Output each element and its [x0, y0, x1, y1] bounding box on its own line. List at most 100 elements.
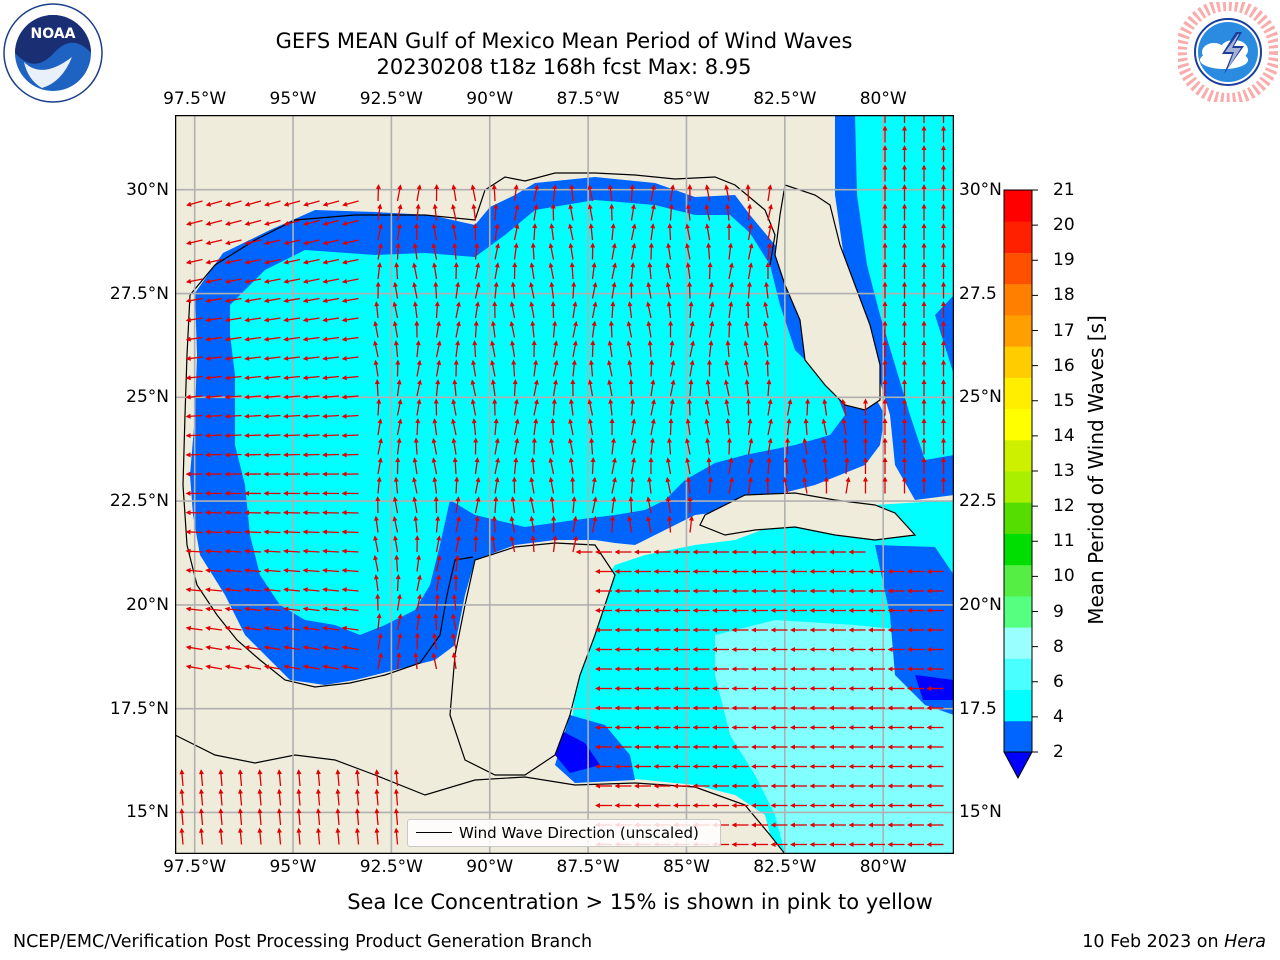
wind-wave-arrow [767, 184, 773, 202]
wind-wave-arrow [322, 568, 340, 574]
wind-wave-arrow [224, 529, 242, 535]
wind-wave-arrow [708, 281, 714, 299]
wind-wave-arrow [205, 471, 223, 477]
wind-wave-arrow [882, 418, 888, 435]
wind-wave-arrow [653, 686, 671, 691]
wind-wave-arrow [630, 418, 637, 436]
wind-wave-arrow [765, 476, 771, 494]
wind-wave-arrow [634, 764, 651, 769]
wind-wave-arrow [302, 529, 320, 535]
wind-wave-arrow [414, 535, 420, 553]
wind-wave-arrow [454, 554, 460, 572]
wind-wave-arrow [712, 569, 729, 574]
wind-wave-arrow [263, 413, 281, 419]
wind-wave-arrow [868, 666, 885, 672]
wind-wave-arrow [322, 317, 340, 323]
legend-line-swatch [416, 832, 452, 833]
wind-wave-arrow [571, 359, 577, 377]
wind-wave-arrow [396, 593, 402, 611]
wind-wave-arrow [634, 588, 651, 594]
wind-wave-arrow [302, 625, 320, 631]
wind-wave-arrow [218, 827, 224, 845]
wind-wave-arrow [907, 822, 924, 828]
wind-wave-arrow [673, 569, 690, 574]
wind-wave-arrow [263, 587, 281, 593]
wind-wave-arrow [902, 242, 907, 260]
wind-wave-arrow [205, 355, 223, 361]
lat-tick-label: 30°N [959, 179, 1002, 200]
wind-wave-arrow [392, 320, 399, 338]
wind-wave-arrow [673, 705, 690, 711]
wind-wave-arrow [848, 647, 866, 652]
wind-wave-arrow [185, 625, 203, 631]
map-graticule [175, 115, 954, 854]
wind-wave-arrow [686, 398, 692, 416]
wind-wave-arrow [646, 320, 652, 338]
wind-wave-arrow [302, 606, 320, 612]
wind-wave-arrow [412, 457, 418, 475]
wind-wave-arrow [393, 476, 399, 494]
wind-wave-arrow [595, 608, 612, 613]
map-frame [175, 115, 954, 854]
wind-wave-arrow [687, 281, 693, 299]
wind-wave-arrow [790, 803, 807, 808]
wind-wave-arrow [650, 418, 656, 436]
wind-wave-arrow [770, 803, 788, 808]
wind-wave-arrow [224, 258, 242, 265]
wind-wave-arrow [868, 627, 885, 633]
wind-wave-arrow [591, 301, 598, 319]
wind-wave-arrow [451, 632, 457, 650]
wind-wave-arrow [829, 647, 846, 652]
wind-wave-arrow [627, 359, 633, 377]
wind-wave-arrow [375, 593, 381, 611]
wind-wave-arrow [494, 476, 500, 494]
wind-wave-arrow [706, 457, 712, 475]
wind-wave-arrow [341, 645, 359, 651]
wind-wave-arrow [673, 686, 690, 691]
wind-wave-arrow [649, 437, 655, 455]
wind-wave-arrow [751, 588, 768, 594]
wind-wave-arrow [529, 281, 535, 299]
wind-wave-arrow [704, 398, 711, 416]
wind-wave-arrow [611, 242, 617, 260]
wind-wave-arrow [341, 568, 359, 574]
wind-wave-arrow [821, 418, 828, 436]
wind-wave-arrow [689, 320, 695, 338]
wind-wave-arrow [296, 808, 302, 826]
wind-wave-arrow [829, 764, 846, 769]
wind-wave-arrow [263, 625, 281, 631]
lon-tick-label: 92.5°W [359, 857, 423, 877]
wind-wave-arrow [669, 184, 675, 202]
wind-wave-arrow [848, 803, 866, 808]
wind-wave-arrow [809, 842, 827, 847]
wind-wave-arrow [205, 413, 223, 419]
chart-subtitle: 20230208 t18z 168h fcst Max: 8.95 [376, 55, 752, 79]
wind-wave-arrow [809, 725, 827, 730]
wind-wave-arrow [614, 569, 632, 574]
wind-wave-arrow [224, 413, 242, 419]
wind-wave-arrow [650, 398, 656, 416]
lon-tick-label: 97.5°W [163, 89, 227, 109]
wind-wave-arrow [770, 822, 788, 828]
wind-wave-arrow [416, 593, 422, 611]
wind-wave-arrow [921, 457, 927, 474]
lon-tick-label: 92.5°W [359, 89, 423, 109]
wind-wave-arrow [587, 203, 594, 221]
wind-wave-arrow [790, 588, 807, 594]
wind-wave-arrow [435, 535, 442, 553]
wind-wave-arrow [829, 686, 846, 691]
wind-wave-arrow [412, 281, 418, 299]
wind-wave-arrow [941, 418, 946, 435]
wind-wave-arrow [373, 515, 379, 533]
wind-wave-arrow [770, 627, 788, 633]
wind-wave-arrow [302, 664, 320, 670]
wind-wave-arrow [770, 647, 788, 652]
wind-wave-arrow [731, 783, 749, 789]
wind-wave-arrow [634, 627, 651, 633]
wind-wave-arrow [414, 320, 420, 338]
wind-wave-arrow [396, 379, 402, 397]
wind-wave-arrow [673, 764, 690, 769]
wind-wave-arrow [263, 297, 281, 304]
wind-wave-arrow [747, 203, 753, 221]
wind-wave-arrow [296, 827, 302, 845]
